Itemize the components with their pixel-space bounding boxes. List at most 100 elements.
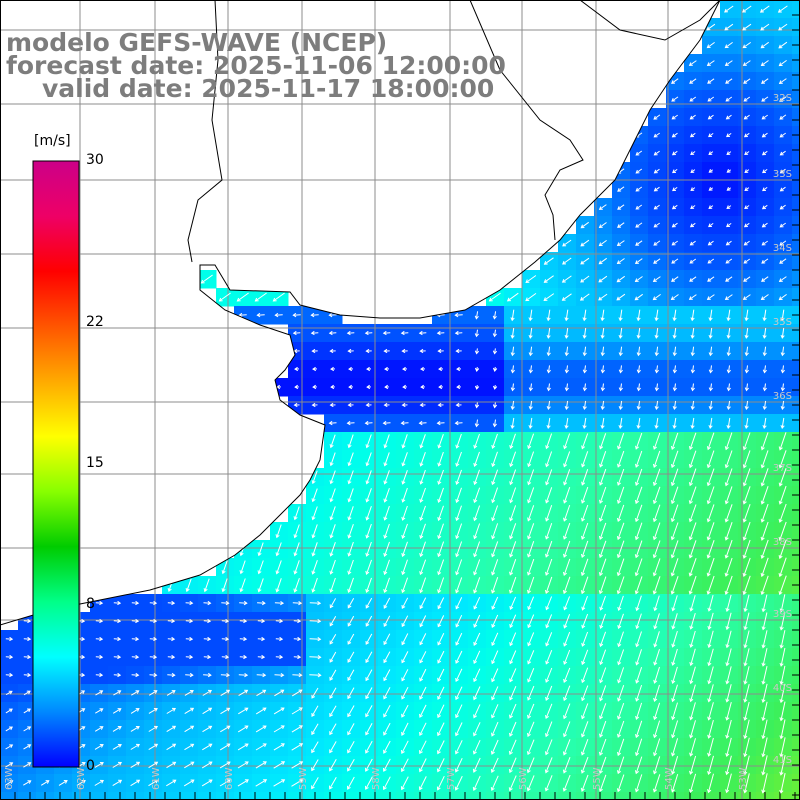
wind-arrow <box>598 275 608 283</box>
wind-arrow <box>779 96 787 102</box>
wind-arrow <box>761 78 769 84</box>
wind-arrow <box>779 701 786 722</box>
longitude-label: 63W <box>4 767 15 790</box>
wind-arrow <box>688 432 697 451</box>
wind-arrow <box>348 366 354 372</box>
wind-arrow <box>761 683 768 704</box>
wind-arrow <box>508 739 517 756</box>
wind-arrow <box>255 761 267 769</box>
wind-speed-cell <box>702 792 721 800</box>
wind-speed-cell <box>792 378 800 397</box>
wind-arrow <box>581 596 588 611</box>
wind-arrow <box>293 618 302 624</box>
wind-arrow <box>689 78 697 84</box>
wind-arrow <box>545 596 553 611</box>
wind-arrow <box>239 578 246 593</box>
wind-arrow <box>113 690 122 696</box>
wind-arrow <box>761 96 769 102</box>
wind-arrow <box>599 649 607 666</box>
wind-arrow <box>654 309 659 322</box>
land-area <box>0 0 720 625</box>
wind-arrow <box>292 330 301 336</box>
wind-arrow <box>671 276 679 282</box>
wind-arrow <box>95 708 104 714</box>
wind-arrow <box>365 723 373 736</box>
wind-arrow <box>491 668 499 683</box>
wind-arrow <box>95 618 104 624</box>
wind-arrow <box>148 708 158 714</box>
wind-arrow <box>291 743 304 751</box>
wind-arrow <box>707 719 714 739</box>
wind-speed-cell <box>504 792 523 800</box>
wind-arrow <box>690 417 695 430</box>
wind-arrow <box>690 327 695 339</box>
wind-arrow <box>346 330 355 336</box>
wind-arrow <box>634 756 643 775</box>
wind-arrow <box>365 470 372 485</box>
wind-arrow <box>724 468 733 487</box>
wind-arrow <box>525 292 537 302</box>
wind-arrow <box>725 276 733 282</box>
wind-arrow <box>652 522 661 541</box>
wind-arrow <box>616 504 625 522</box>
wind-arrow <box>455 505 462 522</box>
wind-arrow <box>706 432 715 451</box>
wind-arrow <box>689 684 696 703</box>
wind-arrow <box>437 487 444 503</box>
wind-arrow <box>527 650 535 665</box>
wind-arrow <box>599 613 606 629</box>
wind-arrow <box>419 722 427 737</box>
wind-arrow <box>365 669 373 682</box>
wind-arrow <box>761 276 769 282</box>
wind-arrow <box>419 523 426 540</box>
wind-arrow <box>473 541 481 558</box>
wind-arrow <box>671 595 678 612</box>
wind-arrow <box>112 744 122 750</box>
wind-arrow <box>581 667 589 684</box>
wind-arrow <box>23 672 32 678</box>
wind-arrow <box>652 276 661 282</box>
wind-arrow <box>688 540 697 559</box>
wind-arrow <box>527 668 535 683</box>
wind-arrow <box>617 631 624 648</box>
wind-arrow <box>599 433 607 450</box>
wind-arrow <box>724 41 733 49</box>
wind-speed-cell <box>792 594 800 613</box>
wind-arrow <box>329 669 337 681</box>
wind-arrow <box>617 667 625 684</box>
wind-arrow <box>274 689 285 697</box>
wind-arrow <box>616 540 625 559</box>
wind-arrow <box>23 762 32 768</box>
wind-arrow <box>473 577 481 594</box>
wind-arrow <box>563 667 571 683</box>
wind-arrow <box>166 779 177 787</box>
wind-arrow <box>383 704 391 718</box>
wind-arrow <box>672 309 677 322</box>
wind-arrow <box>456 366 462 372</box>
wind-arrow <box>725 701 732 721</box>
wind-arrow <box>473 523 481 540</box>
wind-arrow <box>706 557 715 577</box>
wind-arrow <box>508 757 517 774</box>
wind-speed-cell <box>360 792 379 800</box>
wind-arrow <box>166 707 177 714</box>
wind-arrow <box>419 615 427 628</box>
wind-arrow <box>112 761 122 768</box>
wind-arrow <box>419 348 426 354</box>
wind-arrow <box>131 672 140 678</box>
wind-arrow <box>742 521 751 541</box>
wind-speed-cell <box>72 792 91 800</box>
wind-arrow <box>401 505 408 521</box>
wind-speed-cell <box>648 792 667 800</box>
wind-arrow <box>690 151 696 156</box>
wind-arrow <box>455 577 463 594</box>
wind-arrow <box>527 721 535 738</box>
wind-arrow <box>455 487 462 504</box>
wind-arrow <box>744 309 749 322</box>
wind-arrow <box>761 612 768 631</box>
wind-arrow <box>401 559 408 576</box>
wind-arrow <box>671 756 679 775</box>
wind-arrow <box>562 576 571 595</box>
wind-arrow <box>382 420 391 426</box>
